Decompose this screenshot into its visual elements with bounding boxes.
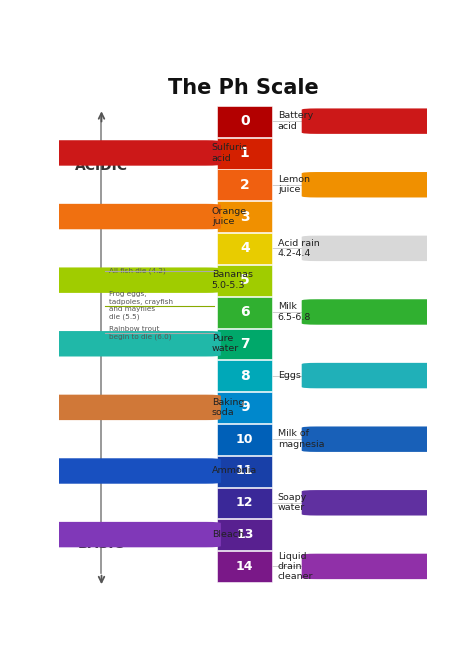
FancyBboxPatch shape: [301, 426, 474, 452]
Text: 13: 13: [236, 528, 254, 541]
FancyBboxPatch shape: [301, 172, 474, 198]
Text: 11: 11: [236, 464, 254, 477]
Text: 9: 9: [240, 400, 250, 414]
Text: ACIDIC: ACIDIC: [75, 159, 128, 173]
FancyBboxPatch shape: [301, 554, 474, 579]
FancyBboxPatch shape: [217, 551, 272, 582]
Text: 8: 8: [240, 368, 250, 382]
FancyBboxPatch shape: [217, 233, 272, 264]
Text: Acid rain
4.2-4.4: Acid rain 4.2-4.4: [278, 239, 319, 258]
Text: Sulfuric
acid: Sulfuric acid: [212, 143, 247, 163]
FancyBboxPatch shape: [0, 140, 221, 166]
Text: Ammonia: Ammonia: [212, 466, 257, 475]
Text: Bleach: Bleach: [212, 530, 244, 539]
Text: 12: 12: [236, 496, 254, 509]
FancyBboxPatch shape: [217, 360, 272, 391]
Text: Pure
water: Pure water: [212, 334, 239, 354]
FancyBboxPatch shape: [217, 456, 272, 487]
Text: NEUTRAL: NEUTRAL: [65, 336, 137, 350]
Text: 7: 7: [240, 336, 250, 350]
FancyBboxPatch shape: [217, 201, 272, 232]
Text: 2: 2: [240, 178, 250, 192]
Text: Eggs: Eggs: [278, 371, 301, 380]
Text: 0: 0: [240, 114, 250, 128]
FancyBboxPatch shape: [301, 363, 474, 388]
Text: The Ph Scale: The Ph Scale: [167, 78, 319, 98]
Text: Battery
acid: Battery acid: [278, 112, 313, 131]
Text: Rainbow trout
begin to die (6.0): Rainbow trout begin to die (6.0): [109, 326, 171, 340]
Text: Milk
6.5-6.8: Milk 6.5-6.8: [278, 303, 311, 322]
Text: Liquid
drain
cleaner: Liquid drain cleaner: [278, 551, 313, 581]
Text: Frog eggs,
tadpoles, crayfish
and mayflies
die (5.5): Frog eggs, tadpoles, crayfish and mayfli…: [109, 291, 173, 320]
FancyBboxPatch shape: [301, 299, 474, 325]
FancyBboxPatch shape: [217, 170, 272, 200]
FancyBboxPatch shape: [217, 487, 272, 519]
Text: 14: 14: [236, 560, 254, 573]
FancyBboxPatch shape: [0, 458, 221, 483]
Text: Baking
soda: Baking soda: [212, 398, 244, 417]
Text: Orange
juice: Orange juice: [212, 207, 247, 226]
FancyBboxPatch shape: [217, 265, 272, 296]
Text: Bananas
5.0-5.3: Bananas 5.0-5.3: [212, 271, 253, 290]
FancyBboxPatch shape: [301, 235, 474, 261]
FancyBboxPatch shape: [217, 106, 272, 137]
Text: BASIC: BASIC: [78, 537, 125, 551]
Text: Lemon
juice: Lemon juice: [278, 175, 310, 194]
FancyBboxPatch shape: [0, 331, 221, 356]
FancyBboxPatch shape: [301, 490, 474, 515]
FancyBboxPatch shape: [0, 204, 221, 229]
FancyBboxPatch shape: [217, 297, 272, 328]
Text: Milk of
magnesia: Milk of magnesia: [278, 430, 324, 449]
Text: 3: 3: [240, 209, 250, 223]
FancyBboxPatch shape: [217, 329, 272, 359]
FancyBboxPatch shape: [217, 424, 272, 455]
Text: 5: 5: [240, 273, 250, 287]
Text: 6: 6: [240, 305, 250, 319]
FancyBboxPatch shape: [0, 522, 221, 547]
FancyBboxPatch shape: [301, 108, 474, 134]
Text: All fish die (4.2): All fish die (4.2): [109, 267, 165, 274]
Text: 10: 10: [236, 433, 254, 446]
FancyBboxPatch shape: [0, 394, 221, 420]
Text: 1: 1: [240, 146, 250, 160]
Text: 4: 4: [240, 241, 250, 255]
FancyBboxPatch shape: [217, 392, 272, 423]
FancyBboxPatch shape: [217, 519, 272, 550]
FancyBboxPatch shape: [0, 267, 221, 293]
FancyBboxPatch shape: [217, 138, 272, 168]
Text: Soapy
water: Soapy water: [278, 493, 307, 513]
